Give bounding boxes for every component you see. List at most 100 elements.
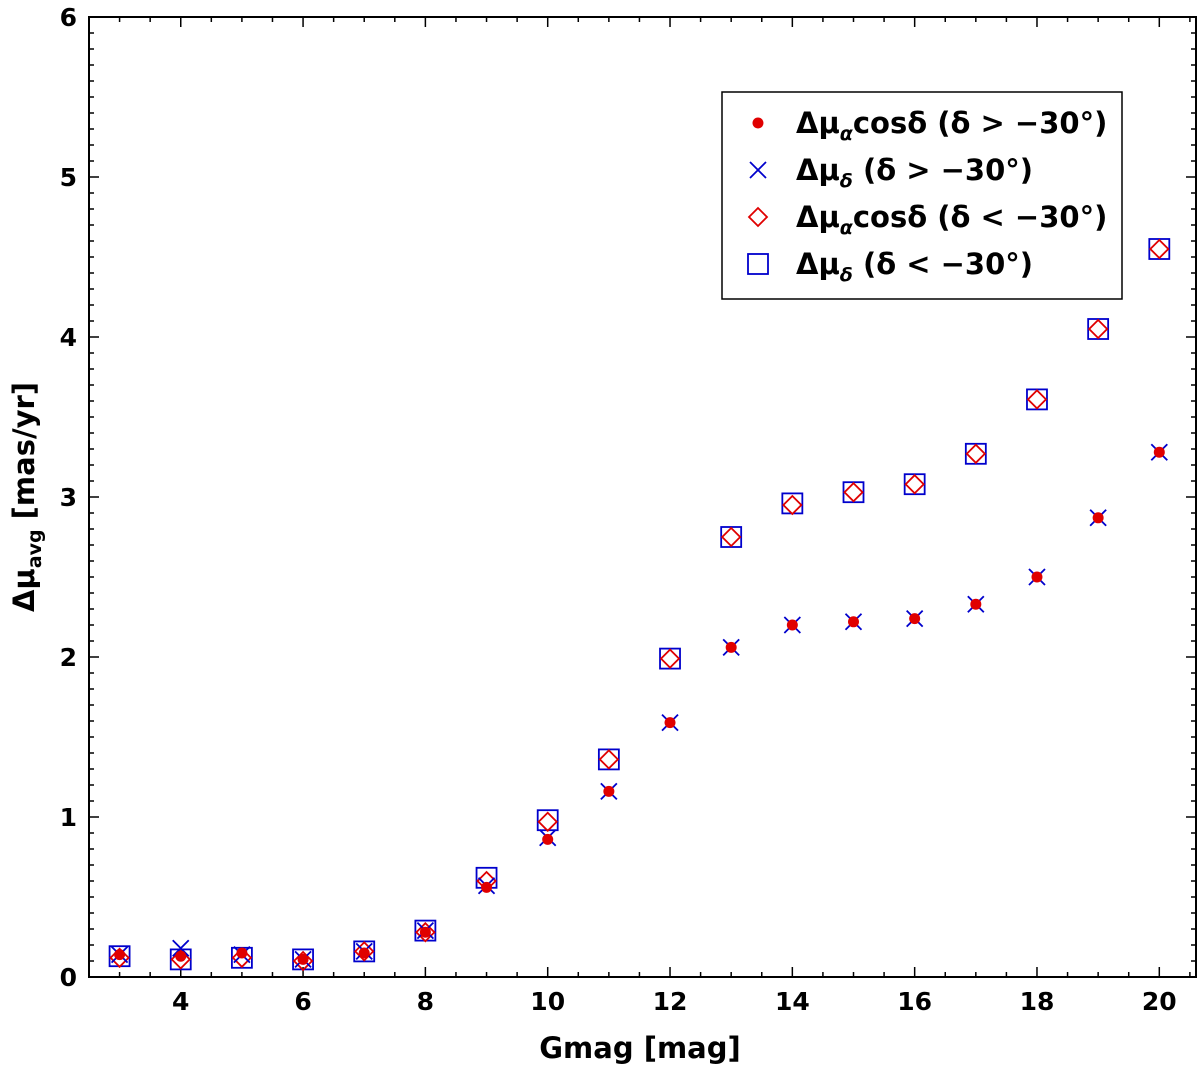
legend-marker	[747, 253, 769, 275]
legend-label: Δμδ (δ > −30°)	[796, 153, 1033, 192]
axis-ticks	[89, 16, 1196, 978]
data-point	[720, 526, 742, 548]
y-axis-label-main: Δμ	[7, 568, 41, 612]
legend: Δμαcosδ (δ > −30°)Δμδ (δ > −30°)Δμαcosδ …	[721, 91, 1123, 300]
y-tick-label: 0	[60, 963, 77, 992]
y-tick-label: 3	[60, 483, 77, 512]
legend-label: Δμαcosδ (δ < −30°)	[796, 200, 1107, 239]
x-tick-label: 16	[897, 987, 932, 1016]
data-point	[786, 619, 798, 631]
data-point	[659, 647, 681, 670]
y-axis-label-unit: [mas/yr]	[7, 382, 41, 529]
data-marks	[108, 238, 1171, 972]
legend-label-sub: δ	[840, 264, 853, 286]
data-point	[114, 949, 126, 961]
legend-label-rest: (δ > −30°)	[853, 153, 1033, 187]
series-x	[110, 443, 1168, 969]
data-point	[353, 941, 375, 962]
x-marker-stroke	[172, 939, 190, 957]
x-tick-label: 4	[172, 987, 189, 1016]
series-square	[108, 238, 1171, 971]
data-point	[481, 881, 493, 893]
data-point	[603, 785, 615, 797]
y-axis-label-sub: avg	[24, 529, 46, 568]
legend-label-main: Δμ	[796, 153, 840, 187]
y-tick-label: 1	[60, 803, 77, 832]
data-point	[292, 950, 314, 972]
y-axis-label: Δμavg [mas/yr]	[7, 382, 46, 612]
data-point	[848, 616, 860, 628]
legend-label-rest: cosδ (δ < −30°)	[853, 200, 1107, 234]
data-point	[542, 833, 554, 845]
legend-marker	[749, 161, 767, 179]
legend-box	[721, 91, 1123, 300]
y-tick-label: 4	[60, 323, 77, 352]
y-tick-label: 2	[60, 643, 77, 672]
legend-label-rest: cosδ (δ > −30°)	[853, 106, 1107, 140]
data-point	[170, 949, 192, 970]
data-point	[970, 598, 982, 610]
data-point	[236, 947, 248, 959]
data-point	[297, 953, 309, 965]
data-point	[904, 473, 925, 495]
data-point	[1031, 571, 1043, 583]
data-point	[175, 950, 187, 962]
legend-marker	[752, 117, 764, 129]
data-point	[720, 526, 743, 548]
x-axis-label: Gmag [mag]	[539, 1031, 741, 1065]
data-point	[1153, 446, 1165, 458]
data-point	[419, 926, 431, 938]
x-tick-label: 14	[775, 987, 810, 1016]
data-point	[109, 947, 130, 969]
data-point	[725, 641, 737, 653]
data-point	[598, 749, 620, 770]
legend-label-main: Δμ	[796, 200, 840, 234]
data-point	[415, 921, 436, 943]
legend-label-main: Δμ	[796, 106, 840, 140]
data-point	[1087, 318, 1110, 340]
legend-label-sub: α	[840, 123, 854, 145]
x-tick-label: 12	[653, 987, 688, 1016]
series-diamond	[109, 238, 1170, 972]
x-tick-label: 20	[1142, 987, 1177, 1016]
y-tick-label: 6	[60, 3, 77, 32]
series-dot	[114, 446, 1165, 965]
legend-item: Δμαcosδ (δ < −30°)	[747, 200, 1107, 239]
data-point	[1149, 238, 1170, 260]
legend-item: Δμαcosδ (δ > −30°)	[752, 106, 1107, 145]
x-tick-label: 8	[417, 987, 434, 1016]
legend-label: Δμδ (δ < −30°)	[796, 247, 1033, 286]
data-point	[537, 811, 558, 833]
data-point	[659, 648, 681, 669]
x-tick-label: 6	[294, 987, 311, 1016]
data-point	[1148, 238, 1171, 260]
legend-label: Δμαcosδ (δ > −30°)	[796, 106, 1107, 145]
data-point	[597, 748, 620, 771]
data-point	[842, 481, 865, 504]
legend-items: Δμαcosδ (δ > −30°)Δμδ (δ > −30°)Δμαcosδ …	[747, 106, 1107, 286]
data-point	[1026, 388, 1048, 411]
data-point	[965, 443, 987, 465]
data-point	[1026, 389, 1048, 410]
legend-label-main: Δμ	[796, 247, 840, 281]
data-point	[782, 494, 803, 516]
data-point	[909, 613, 921, 625]
x-tick-label: 10	[530, 987, 565, 1016]
legend-label-sub: δ	[840, 170, 853, 192]
legend-label-rest: (δ < −30°)	[853, 247, 1033, 281]
data-point	[231, 947, 253, 969]
legend-item: Δμδ (δ < −30°)	[747, 247, 1033, 286]
data-point	[964, 442, 987, 465]
data-point	[664, 717, 676, 729]
y-tick-label: 5	[60, 163, 77, 192]
legend-item: Δμδ (δ > −30°)	[749, 153, 1033, 192]
data-point	[358, 947, 370, 959]
data-point	[1087, 318, 1109, 340]
x-tick-label: 18	[1020, 987, 1055, 1016]
data-point	[172, 939, 190, 957]
legend-marker	[747, 206, 769, 228]
data-point	[903, 473, 926, 496]
legend-label-sub: α	[840, 217, 854, 239]
data-point	[1092, 512, 1104, 524]
